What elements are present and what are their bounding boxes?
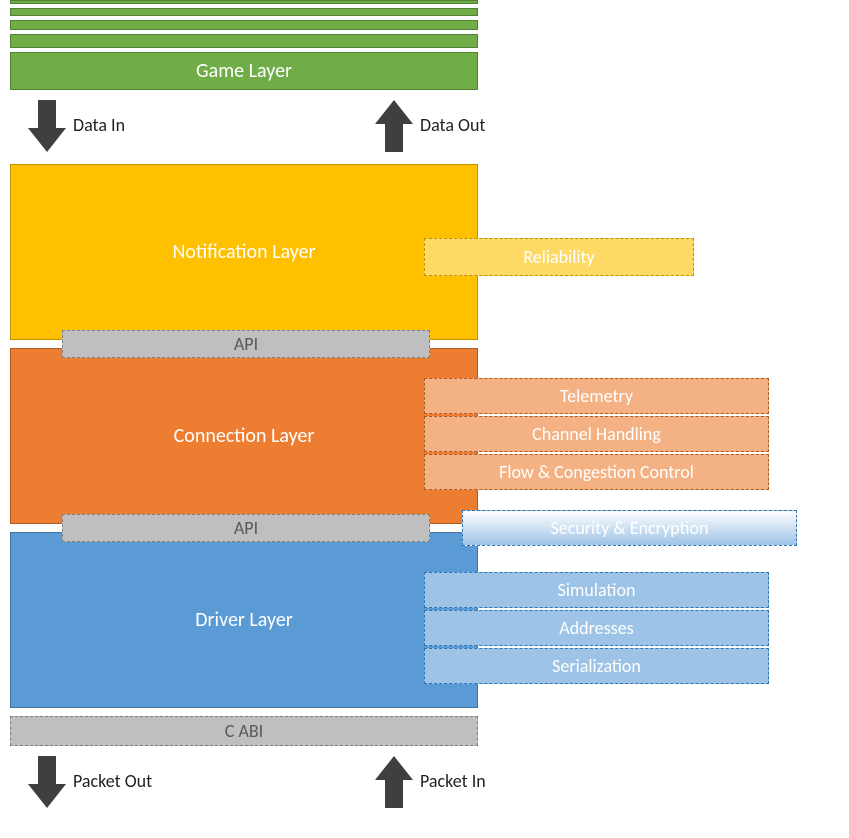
thin-bar-4 xyxy=(10,34,478,48)
simulation-pill: Simulation xyxy=(424,572,769,608)
notification-layer: Notification Layer xyxy=(10,164,478,340)
notification-layer-label: Notification Layer xyxy=(173,240,316,264)
arrow-data-in-icon xyxy=(28,100,66,152)
game-layer-label: Game Layer xyxy=(196,59,292,83)
api-bar-1: API xyxy=(62,330,430,358)
data-out-label: Data Out xyxy=(420,114,485,136)
api-bar-2-label: API xyxy=(234,517,258,539)
telemetry-pill: Telemetry xyxy=(424,378,769,414)
api-bar-1-label: API xyxy=(234,333,258,355)
channel-handling-pill: Channel Handling xyxy=(424,416,769,452)
addresses-pill: Addresses xyxy=(424,610,769,646)
driver-layer: Driver Layer xyxy=(10,532,478,708)
api-bar-2: API xyxy=(62,514,430,542)
addresses-label: Addresses xyxy=(559,617,633,639)
telemetry-label: Telemetry xyxy=(560,385,633,407)
serialization-label: Serialization xyxy=(552,655,641,677)
c-abi-label: C ABI xyxy=(225,720,263,742)
data-in-label: Data In xyxy=(73,114,125,136)
arrow-packet-out-icon xyxy=(28,756,66,808)
flow-congestion-label: Flow & Congestion Control xyxy=(499,461,694,483)
reliability-pill: Reliability xyxy=(424,238,694,276)
driver-layer-label: Driver Layer xyxy=(195,608,293,632)
arrow-packet-in-icon xyxy=(375,756,413,808)
connection-layer-label: Connection Layer xyxy=(174,424,315,448)
channel-handling-label: Channel Handling xyxy=(532,423,661,445)
packet-out-label: Packet Out xyxy=(73,770,152,792)
flow-congestion-pill: Flow & Congestion Control xyxy=(424,454,769,490)
arrow-data-out-icon xyxy=(375,100,413,152)
packet-in-label: Packet In xyxy=(420,770,486,792)
connection-layer: Connection Layer xyxy=(10,348,478,524)
security-encryption-pill: Security & Encryption xyxy=(462,510,797,546)
security-encryption-label: Security & Encryption xyxy=(550,517,708,539)
c-abi-bar: C ABI xyxy=(10,716,478,746)
reliability-label: Reliability xyxy=(523,246,594,268)
thin-bar-2 xyxy=(10,8,478,16)
thin-bar-1 xyxy=(10,0,478,4)
serialization-pill: Serialization xyxy=(424,648,769,684)
game-layer: Game Layer xyxy=(10,52,478,90)
simulation-label: Simulation xyxy=(558,579,636,601)
thin-bar-3 xyxy=(10,20,478,30)
